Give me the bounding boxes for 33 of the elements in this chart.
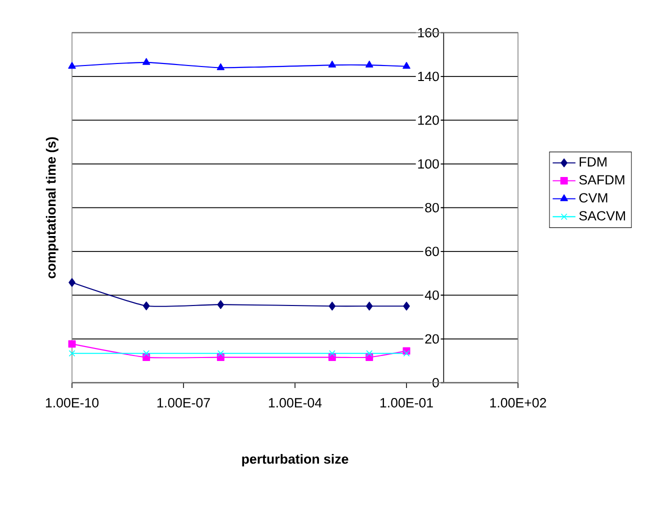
x-tick-label: 1.00E-10 <box>46 398 99 408</box>
point <box>217 300 224 309</box>
y-tick-label: 20 <box>425 334 439 344</box>
legend-label: SACVM <box>579 211 625 220</box>
y-tick-label: 60 <box>425 246 439 256</box>
point <box>217 350 224 357</box>
point <box>68 350 76 357</box>
y-tick-label: 40 <box>424 290 439 300</box>
y-tick-label: 140 <box>418 72 439 82</box>
x-tick-label: 1.00E+02 <box>490 398 546 408</box>
point <box>142 301 150 310</box>
point <box>68 340 76 348</box>
point <box>68 62 76 69</box>
point <box>68 278 76 287</box>
legend-label: FDM <box>580 157 606 166</box>
point <box>143 350 150 357</box>
x-tick-label: 1.00E-07 <box>157 398 210 408</box>
point <box>216 63 225 70</box>
y-tick-label: 160 <box>418 28 439 38</box>
point <box>142 58 150 65</box>
legend-label: CVM <box>579 193 608 203</box>
x-tick-label: 1.00E-04 <box>268 398 322 408</box>
y-tick-label: 80 <box>425 202 439 212</box>
y-tick-label: 0 <box>432 378 439 388</box>
x-tick-label: 1.00E-01 <box>380 398 433 408</box>
y-tick-label: 100 <box>418 159 439 169</box>
point <box>366 350 373 357</box>
y-tick-label: 120 <box>418 115 439 125</box>
y-axis-title: computational time (s) <box>46 137 58 278</box>
x-axis-title: perturbation size <box>242 454 348 466</box>
point <box>366 302 373 311</box>
point <box>365 60 374 68</box>
legend-label: SAFDM <box>579 175 624 185</box>
